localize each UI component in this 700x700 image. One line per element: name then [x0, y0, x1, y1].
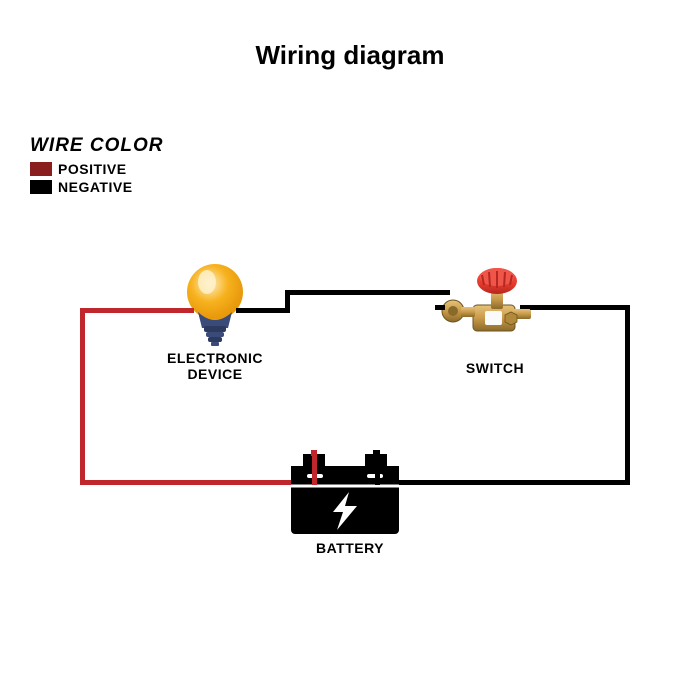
wire-pos-top: [80, 308, 190, 313]
battery-icon: [285, 450, 405, 540]
device-label-line2: DEVICE: [187, 366, 242, 382]
page-title: Wiring diagram: [0, 40, 700, 71]
switch-label: SWITCH: [455, 360, 535, 376]
legend: WIRE COLOR POSITIVE NEGATIVE: [30, 135, 164, 195]
wire-neg-right: [625, 305, 630, 485]
swatch-negative: [30, 180, 52, 194]
wire-neg-top-left: [245, 308, 290, 313]
wiring-diagram: ELECTRONIC DEVICE: [60, 250, 640, 570]
legend-label-negative: NEGATIVE: [58, 179, 133, 195]
legend-row-negative: NEGATIVE: [30, 179, 164, 195]
wire-pos-left: [80, 308, 85, 485]
switch-icon: [435, 265, 535, 345]
wire-neg-to-batt: [375, 450, 380, 485]
wire-neg-bottom: [375, 480, 630, 485]
bulb-icon: [180, 260, 250, 350]
wire-neg-top: [285, 290, 450, 295]
legend-title: WIRE COLOR: [30, 135, 164, 157]
swatch-positive: [30, 162, 52, 176]
battery-label: BATTERY: [310, 540, 390, 556]
wire-pos-to-batt: [312, 450, 317, 485]
device-label: ELECTRONIC DEVICE: [165, 350, 265, 382]
wire-pos-bottom: [80, 480, 320, 485]
device-label-line1: ELECTRONIC: [167, 350, 263, 366]
legend-label-positive: POSITIVE: [58, 161, 127, 177]
legend-row-positive: POSITIVE: [30, 161, 164, 177]
